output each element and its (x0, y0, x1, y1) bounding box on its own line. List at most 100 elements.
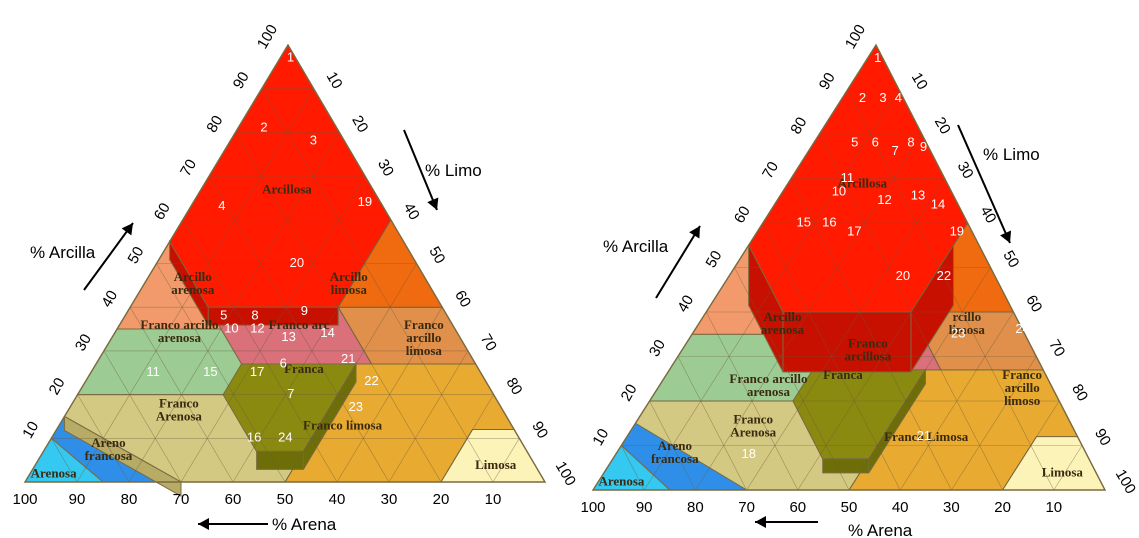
sample-point-23: 23 (951, 326, 965, 341)
tick-silt-30: 30 (374, 156, 397, 179)
label-arenosa: Arenosa (598, 474, 644, 489)
tick-clay-60: 60 (731, 203, 754, 226)
label-franco-limosa: Franco Limosa (884, 429, 969, 444)
label-arcillo-limosa: Arcillo limosa (330, 269, 368, 297)
sample-point-2: 2 (260, 119, 267, 134)
tick-silt-90: 90 (528, 419, 551, 442)
sample-point-6: 6 (280, 355, 287, 370)
sample-point-7: 7 (287, 386, 294, 401)
sample-point-17: 17 (250, 364, 264, 379)
tick-clay-40: 40 (98, 287, 121, 310)
tick-clay-80: 80 (787, 114, 810, 137)
axis-title-sand: % Arena (272, 515, 337, 534)
sample-point-14: 14 (320, 325, 334, 340)
label-franco-arcillo-limosa: Franco arcillo limoso (1002, 367, 1042, 408)
gridline-silt (336, 307, 443, 483)
right-panel: 1020304050607080901001020304050607080901… (580, 22, 1139, 538)
axis-title-silt: % Limo (983, 145, 1040, 164)
sample-point-20: 20 (896, 268, 910, 283)
gridline-silt (76, 88, 314, 483)
tick-clay-10: 10 (589, 426, 612, 449)
sample-point-19: 19 (358, 194, 372, 209)
tick-sand-10: 10 (485, 491, 502, 508)
label-franco-arcillosa: Franco arcillosa (845, 336, 892, 364)
gridline-sand (261, 88, 494, 483)
gridline-silt (284, 263, 417, 483)
tick-clay-80: 80 (203, 113, 226, 136)
gridline-sand (847, 89, 1055, 491)
tick-silt-40: 40 (977, 203, 1000, 226)
label-arcillosa: Arcillosa (837, 175, 887, 190)
axis-arrowhead-0 (121, 223, 133, 236)
tick-silt-50: 50 (999, 248, 1022, 271)
sample-point-21: 21 (341, 351, 355, 366)
sample-point-16: 16 (822, 214, 836, 229)
label-limosa: Limosa (475, 457, 517, 472)
tick-sand-70: 70 (173, 491, 190, 508)
label-areno-francosa: Areno francosa (85, 435, 133, 463)
gridline-sand (103, 350, 182, 483)
tick-clay-30: 30 (646, 337, 669, 360)
tick-silt-80: 80 (1068, 381, 1091, 404)
label-franco-arcillosa: Franco arc (269, 317, 330, 332)
tick-silt-40: 40 (400, 200, 423, 223)
sample-point-24: 24 (1015, 321, 1029, 336)
left-panel: 1020304050607080901001020304050607080901… (12, 22, 579, 534)
label-franco-arcillo-arenosa: Franco arcillo arenosa (140, 317, 218, 345)
tick-sand-100: 100 (580, 499, 605, 516)
gridline-sand (77, 394, 130, 483)
tick-clay-20: 20 (46, 375, 69, 398)
sample-point-15: 15 (203, 364, 217, 379)
label-franco-limosa: Franco limosa (303, 418, 383, 433)
sample-point-11: 11 (146, 364, 160, 379)
label-arcillo-arenosa: Arcillo arenosa (171, 269, 215, 297)
axis-arrowhead-0 (689, 226, 700, 239)
tick-silt-60: 60 (451, 287, 474, 310)
sample-point-16: 16 (247, 430, 261, 445)
tick-clay-20: 20 (618, 381, 641, 404)
axis-arrowhead-2 (198, 518, 209, 530)
sample-point-18: 18 (742, 446, 756, 461)
tick-clay-90: 90 (816, 70, 839, 93)
sample-point-4: 4 (895, 90, 902, 105)
gridline-silt (899, 311, 1014, 491)
label-franca: Franca (823, 367, 863, 382)
tick-sand-30: 30 (381, 491, 398, 508)
sample-point-20: 20 (290, 255, 304, 270)
tick-sand-10: 10 (1045, 499, 1062, 516)
axis-arrow-1 (957, 124, 1011, 244)
gridline-sand (156, 263, 286, 483)
sample-point-4: 4 (218, 198, 225, 213)
tick-silt-70: 70 (477, 331, 500, 354)
axis-title-sand: % Arena (848, 521, 913, 538)
sample-point-3: 3 (310, 133, 317, 148)
tick-clay-70: 70 (177, 156, 200, 179)
sample-point-9: 9 (301, 303, 308, 318)
axis-title-clay: % Arcilla (30, 243, 96, 262)
sample-point-1: 1 (287, 50, 294, 65)
tick-sand-80: 80 (687, 499, 704, 516)
axis-arrow-0 (655, 225, 701, 299)
sample-point-5: 5 (851, 134, 858, 149)
sample-point-7: 7 (892, 143, 899, 158)
label-arcillo-arenosa: Arcillo arenosa (761, 309, 805, 337)
tick-sand-80: 80 (121, 491, 138, 508)
tick-clay-100: 100 (254, 22, 281, 52)
sample-point-21: 21 (917, 428, 931, 443)
gridline-sand (621, 445, 645, 491)
gridline-silt (746, 178, 945, 491)
label-franco-arcillo-limosa: Franco arcillo limosa (404, 317, 444, 358)
tick-sand-60: 60 (225, 491, 242, 508)
sample-point-17: 17 (847, 223, 861, 238)
sample-point-23: 23 (348, 399, 362, 414)
tick-silt-80: 80 (503, 375, 526, 398)
sample-point-1: 1 (874, 50, 881, 65)
label-arcillosa: Arcillosa (262, 182, 312, 197)
tick-silt-10: 10 (323, 69, 346, 92)
tick-silt-60: 60 (1022, 292, 1045, 315)
tick-sand-30: 30 (943, 499, 960, 516)
sample-point-22: 22 (364, 373, 378, 388)
gridline-silt (1002, 400, 1060, 491)
tick-sand-20: 20 (433, 491, 450, 508)
gridline-silt (951, 356, 1037, 491)
